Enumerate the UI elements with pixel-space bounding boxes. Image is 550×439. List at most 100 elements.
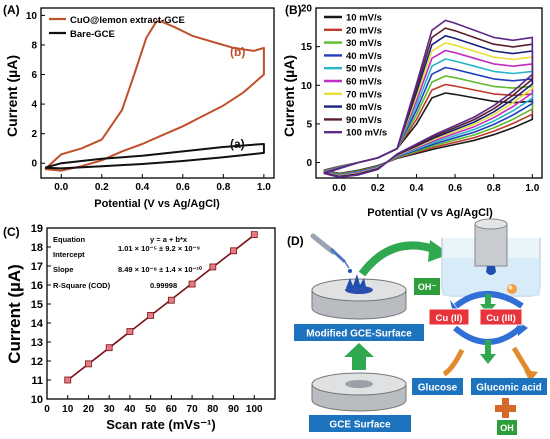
y-tick-label-c-3: 13 [31,337,43,349]
legend-label-b-5: 60 mV/s [346,77,382,88]
panel-a: (A) 0 2 4 6 8 10 0.0 0.2 0.4 0.6 0.8 1.0 CuO@lemon… [3,3,275,210]
legend-label-b-7: 80 mV/s [346,102,382,113]
glucose-label: Glucose [418,383,458,394]
cu2-box [428,308,470,326]
gce-surface-box [309,415,411,432]
up-arrow-icon [344,343,374,370]
fit-slope-value: 8.49 × 10⁻⁸ ± 1.4 × 10⁻¹⁰ [118,265,203,274]
y-tick-label-c-9: 19 [31,223,43,235]
y-tick-label-b-3: 15 [301,42,313,53]
y-tick-label-a-5: 10 [26,11,38,22]
data-point-c-2 [105,344,113,352]
x-tick-label-c-6: 60 [166,404,178,415]
data-point-c-1 [85,360,92,368]
legend-label-b-0: 10 mV/s [346,13,382,24]
modified-electrode-disc [311,274,407,320]
y-tick-label-a-4: 8 [31,40,37,51]
x-tick-label-a-5: 1.0 [257,182,271,193]
y-tick-label-a-1: 2 [31,129,37,140]
x-tick-label-b-1: 0.2 [371,183,385,194]
x-tick-label-a-1: 0.2 [95,182,109,193]
series-a-0 [44,20,265,172]
modified-surface-label: Modified GCE-Surface [306,329,412,340]
legend-label-b-1: 20 mV/s [346,25,382,36]
legend-label-bare: Bare-GCE [70,29,115,40]
series-b-9 [323,19,534,178]
x-tick-label-c-1: 10 [62,404,74,415]
plot-frame-b [315,7,543,179]
oh-label: OH [500,423,514,433]
plus-icon [495,398,516,418]
oh-minus-label: OH⁻ [418,282,437,292]
fit-r2-value: 0.99998 [150,281,177,290]
data-point-c-5 [167,296,175,304]
x-tick-label-c-8: 80 [207,404,219,415]
data-point-c-4 [147,311,155,319]
legend-a: CuO@lemon extract-GCE Bare-GCE [49,15,185,40]
fit-equation-label: Equation [53,235,85,244]
panel-label-a: (A) [3,3,20,17]
y-tick-label-a-2: 4 [31,100,37,111]
gluconic-acid-label: Gluconic acid [476,383,542,394]
legend-label-cuo: CuO@lemon extract-GCE [70,15,185,26]
data-point-c-8 [230,247,237,255]
panel-d: (D) Modified GCE-Surface GC [287,218,547,435]
fit-slope-label: Slope [53,265,73,274]
points-c [64,231,258,384]
x-tick-label-b-4: 0.8 [487,183,501,194]
x-tick-label-c-7: 70 [187,404,199,415]
data-point-c-0 [64,376,72,384]
x-tick-label-b-0: 0.0 [332,183,346,194]
annotation-b: (b) [230,45,245,59]
modified-surface-box [294,324,424,341]
x-tick-label-a-4: 0.8 [216,182,230,193]
x-tick-label-b-3: 0.6 [448,183,462,194]
y-ticks-a: 0 2 4 6 8 10 [26,11,45,170]
x-ticks-b: 0.0 0.2 0.4 0.6 0.8 1.0 [332,174,540,194]
fit-equation-value: y = a + b*x [150,235,188,244]
curved-arrow-icon [358,240,450,277]
y-axis-label-c: Current (µA) [5,264,24,364]
plot-frame-c [46,227,276,400]
electrochemical-cell [441,218,541,297]
y-ticks-b: 0 5 10 15 20 [301,4,320,169]
x-tick-label-c-9: 90 [228,404,240,415]
y-tick-label-c-7: 17 [31,261,43,273]
x-tick-label-c-10: 100 [246,404,263,415]
y-tick-label-c-0: 10 [31,394,43,406]
legend-label-b-9: 100 mV/s [346,128,387,139]
x-tick-label-b-5: 1.0 [525,183,539,194]
x-tick-label-c-0: 0 [44,404,50,415]
data-point-c-7 [209,263,217,271]
cu2-label: Cu (II) [436,313,463,324]
y-tick-label-b-4: 20 [301,4,313,15]
y-tick-label-c-6: 16 [31,280,43,292]
y-tick-label-b-0: 0 [306,158,312,169]
fit-table-c: Equation y = a + b*x Intercept 1.01 × 10… [53,235,203,290]
x-tick-label-a-3: 0.6 [176,182,190,193]
y-axis-label-b: Current (µA) [281,55,297,137]
y-tick-label-b-2: 10 [301,81,313,92]
panel-b: (B) 0 5 10 15 20 0.0 0.2 0.4 0.6 0.8 1.0 10 mV/s2… [281,3,543,219]
curves-a [44,20,265,172]
y-tick-label-a-3: 6 [31,70,37,81]
fit-r2-label: R-Square (COD) [53,281,111,290]
legend-label-b-3: 40 mV/s [346,51,382,62]
data-point-c-6 [188,280,196,288]
panel-label-d: (D) [287,234,304,248]
cu3-label: Cu (III) [486,313,516,324]
x-axis-label-b: Potential (V vs Ag/AgCl) [367,207,493,219]
x-axis-label-a: Potential (V vs Ag/AgCl) [94,198,220,210]
legend-label-b-4: 50 mV/s [346,64,382,75]
y-tick-label-c-8: 18 [31,242,43,254]
data-point-c-9 [250,231,258,239]
oh-box [497,420,517,435]
panel-label-b: (B) [285,3,302,17]
x-tick-label-c-5: 50 [145,404,157,415]
fit-line-c [67,234,255,381]
x-tick-label-a-2: 0.4 [135,182,149,193]
x-tick-label-c-2: 20 [83,404,95,415]
x-tick-label-b-2: 0.4 [409,183,423,194]
